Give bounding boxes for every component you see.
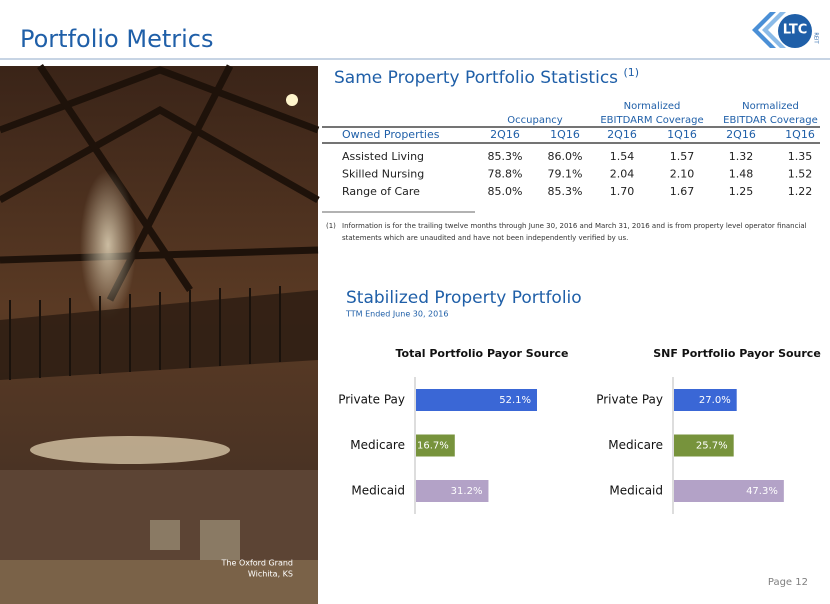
table-cell: 1.70 [610,185,635,198]
table-title-text: Same Property Portfolio Statistics [334,68,618,88]
table-cell: 85.3% [488,150,523,163]
table-cell: 86.0% [548,150,583,163]
photo-caption: Wichita, KS [248,570,293,579]
bar [674,480,784,502]
row-label: Skilled Nursing [342,168,424,181]
category-label: Medicaid [351,484,405,498]
table: Occupancy Normalized EBITDARM Coverage Norm… [322,101,820,198]
category-label: Medicare [608,438,663,452]
category-label: Medicaid [609,484,663,498]
photo: The Oxford Grand Wichita, KS [0,64,320,604]
table-cell: 85.3% [548,185,583,198]
bar [674,389,737,411]
category-label: Private Pay [596,393,663,407]
table-cell: 1.52 [788,168,813,181]
table-cell: 1.48 [729,168,754,181]
table-cell: 1.35 [788,150,813,163]
column-header: 1Q16 [550,128,580,141]
group-header: Normalized [742,101,799,112]
footnote-text: statements which are unaudited and have … [342,234,628,242]
photo-caption: The Oxford Grand [221,559,293,568]
logo-name: LTC [783,23,808,38]
note-mark: (1) [623,66,639,79]
column-header: 1Q16 [667,128,697,141]
category-label: Private Pay [338,393,405,407]
charts: Total Portfolio Payor Source Private Pay 5… [338,347,821,514]
table-cell: 1.22 [788,185,813,198]
data-label: 16.7% [417,441,449,452]
page-title: Portfolio Metrics [20,25,213,53]
table-cell: 1.67 [670,185,695,198]
column-header: 2Q16 [607,128,637,141]
row-label: Assisted Living [342,150,424,163]
column-header: 2Q16 [490,128,520,141]
section-subtitle: TTM Ended June 30, 2016 [345,310,448,319]
chart-title: Total Portfolio Payor Source [395,347,568,360]
row-label: Range of Care [342,185,420,198]
data-label: 27.0% [699,395,731,406]
bar [416,434,455,457]
column-header: 2Q16 [726,128,756,141]
footnote-text: Information is for the trailing twelve m… [342,222,807,230]
bar [416,480,489,502]
bar [416,389,537,411]
data-label: 31.2% [451,486,483,497]
table-cell: 2.10 [670,168,695,181]
chart-title: SNF Portfolio Payor Source [653,347,821,360]
table-cell: 1.25 [729,185,754,198]
data-label: 47.3% [746,486,778,497]
table-cell: 2.04 [610,168,635,181]
data-label: 25.7% [696,441,728,452]
table-title: Same Property Portfolio Statistics (1) [334,66,639,88]
table-cell: 1.32 [729,150,754,163]
column-header: Owned Properties [342,128,440,141]
group-header: Normalized [624,101,681,112]
bar [674,434,734,457]
data-label: 52.1% [499,395,531,406]
footnote-mark: (1) [326,222,336,230]
table-cell: 78.8% [488,168,523,181]
page-number: Page 12 [768,577,808,588]
logo: LTC REIT [752,12,819,48]
section-title: Stabilized Property Portfolio [346,288,582,308]
group-header: EBITDAR Coverage [723,115,818,126]
column-header: 1Q16 [785,128,815,141]
group-header: Occupancy [507,115,563,126]
table-cell: 1.57 [670,150,695,163]
group-header: EBITDARM Coverage [600,115,703,126]
category-label: Medicare [350,438,405,452]
logo-tag: REIT [813,32,819,44]
table-cell: 85.0% [488,185,523,198]
table-cell: 79.1% [548,168,583,181]
table-cell: 1.54 [610,150,635,163]
